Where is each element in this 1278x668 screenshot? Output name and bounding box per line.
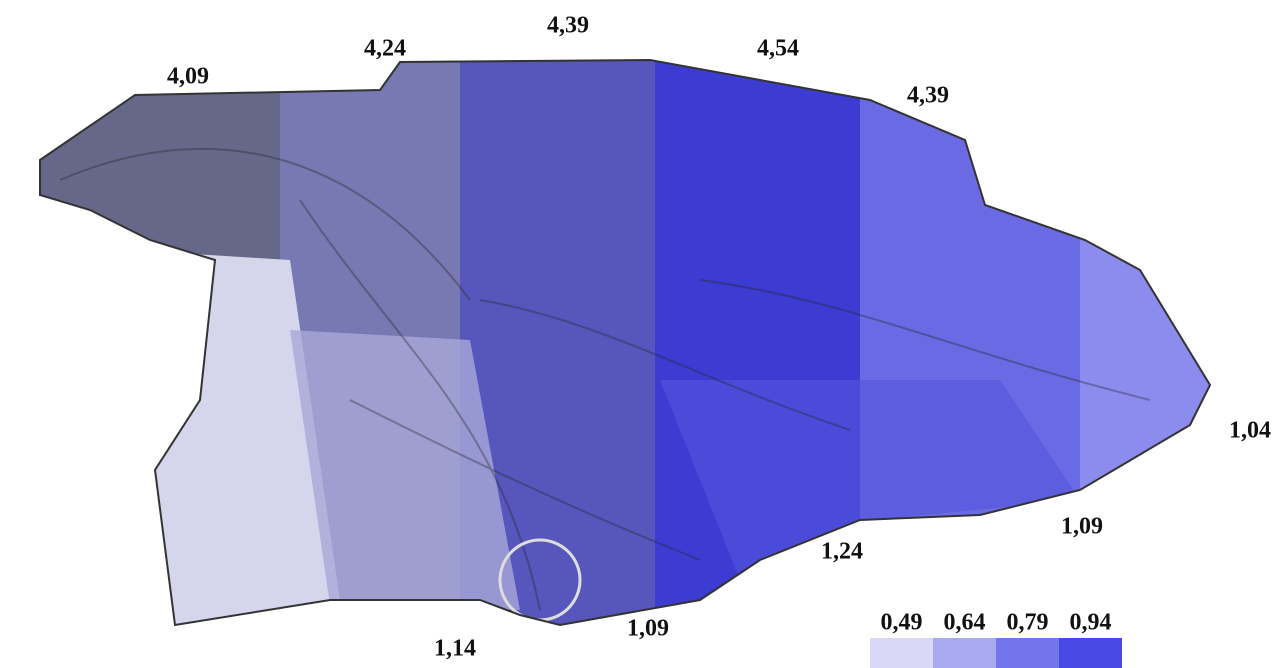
legend-label: 0,64 [944,610,986,636]
park-map: 4,09 4,24 4,39 4,54 4,39 1,04 1,09 1,24 1,09 1,14… [0,0,1278,668]
legend-label: 0,79 [1007,610,1049,636]
value-label: 1,09 [1061,514,1103,540]
zone-strips [0,0,1278,668]
legend-swatch [996,638,1059,668]
legend-swatch [870,638,933,668]
value-label: 1,14 [434,636,476,662]
zone [860,0,1080,668]
value-label: 1,04 [1229,418,1271,444]
legend-swatch [933,638,996,668]
value-label: 4,54 [757,36,799,62]
value-label: 1,09 [627,616,669,642]
legend-swatch [1059,638,1122,668]
value-label: 4,09 [167,64,209,90]
legend-label: 0,49 [881,610,923,636]
value-label: 4,39 [547,13,589,39]
value-label: 4,24 [364,36,406,62]
zone [655,0,860,668]
legend-label: 0,94 [1070,610,1112,636]
value-label: 1,24 [821,539,863,565]
legend: 0,49 0,64 0,79 0,94 [870,610,1122,668]
value-label: 4,39 [907,83,949,109]
